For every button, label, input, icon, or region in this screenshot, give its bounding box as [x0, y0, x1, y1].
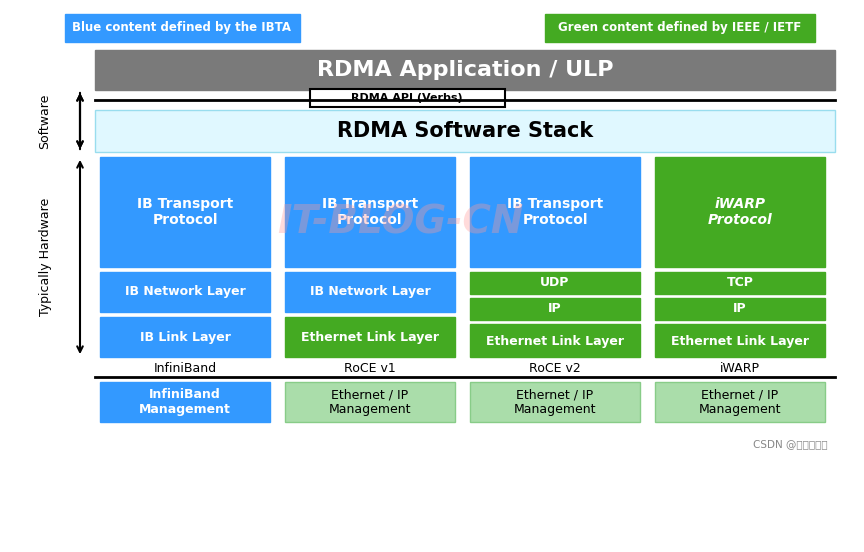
Text: IB Network Layer: IB Network Layer [124, 285, 245, 299]
FancyBboxPatch shape [95, 50, 835, 90]
Text: Blue content defined by the IBTA: Blue content defined by the IBTA [73, 22, 291, 34]
FancyBboxPatch shape [65, 14, 300, 42]
Text: Ethernet Link Layer: Ethernet Link Layer [671, 335, 809, 348]
Text: iWARP
Protocol: iWARP Protocol [708, 197, 772, 227]
FancyBboxPatch shape [470, 324, 640, 357]
Text: RoCE v2: RoCE v2 [529, 363, 581, 375]
FancyBboxPatch shape [655, 272, 825, 294]
Text: UDP: UDP [540, 277, 569, 289]
Text: Ethernet Link Layer: Ethernet Link Layer [301, 331, 439, 343]
FancyBboxPatch shape [285, 382, 455, 422]
FancyBboxPatch shape [470, 272, 640, 294]
FancyBboxPatch shape [100, 317, 270, 357]
FancyBboxPatch shape [95, 110, 835, 152]
FancyBboxPatch shape [470, 382, 640, 422]
Text: Green content defined by IEEE / IETF: Green content defined by IEEE / IETF [558, 22, 802, 34]
Text: TCP: TCP [727, 277, 753, 289]
Text: RDMA API (Verbs): RDMA API (Verbs) [351, 93, 463, 103]
FancyBboxPatch shape [100, 382, 270, 422]
FancyBboxPatch shape [100, 272, 270, 312]
Text: Ethernet / IP
Management: Ethernet / IP Management [514, 388, 596, 416]
Text: RoCE v1: RoCE v1 [344, 363, 396, 375]
Text: IB Network Layer: IB Network Layer [309, 285, 430, 299]
Text: CSDN @程序猿进阶: CSDN @程序猿进阶 [753, 439, 828, 449]
Text: IT-BLOG-CN: IT-BLOG-CN [276, 203, 524, 241]
Text: Ethernet / IP
Management: Ethernet / IP Management [699, 388, 781, 416]
Text: Typically Hardware: Typically Hardware [39, 198, 52, 316]
Text: Ethernet Link Layer: Ethernet Link Layer [486, 335, 624, 348]
Text: RDMA Application / ULP: RDMA Application / ULP [317, 60, 613, 80]
FancyBboxPatch shape [285, 317, 455, 357]
Text: InfiniBand: InfiniBand [154, 363, 217, 375]
Text: IB Transport
Protocol: IB Transport Protocol [322, 197, 418, 227]
Text: Software: Software [39, 93, 52, 148]
FancyBboxPatch shape [470, 298, 640, 320]
Text: IB Transport
Protocol: IB Transport Protocol [507, 197, 603, 227]
FancyBboxPatch shape [470, 157, 640, 267]
Text: IP: IP [734, 302, 746, 316]
Text: IB Link Layer: IB Link Layer [140, 331, 231, 343]
FancyBboxPatch shape [285, 157, 455, 267]
FancyBboxPatch shape [310, 89, 505, 107]
Text: RDMA Software Stack: RDMA Software Stack [337, 121, 593, 141]
Text: Ethernet / IP
Management: Ethernet / IP Management [328, 388, 411, 416]
Text: InfiniBand
Management: InfiniBand Management [139, 388, 231, 416]
FancyBboxPatch shape [545, 14, 815, 42]
Text: IP: IP [548, 302, 562, 316]
Text: IB Transport
Protocol: IB Transport Protocol [137, 197, 233, 227]
Text: iWARP: iWARP [720, 363, 760, 375]
FancyBboxPatch shape [655, 324, 825, 357]
FancyBboxPatch shape [655, 298, 825, 320]
FancyBboxPatch shape [100, 157, 270, 267]
FancyBboxPatch shape [655, 157, 825, 267]
FancyBboxPatch shape [285, 272, 455, 312]
FancyBboxPatch shape [655, 382, 825, 422]
